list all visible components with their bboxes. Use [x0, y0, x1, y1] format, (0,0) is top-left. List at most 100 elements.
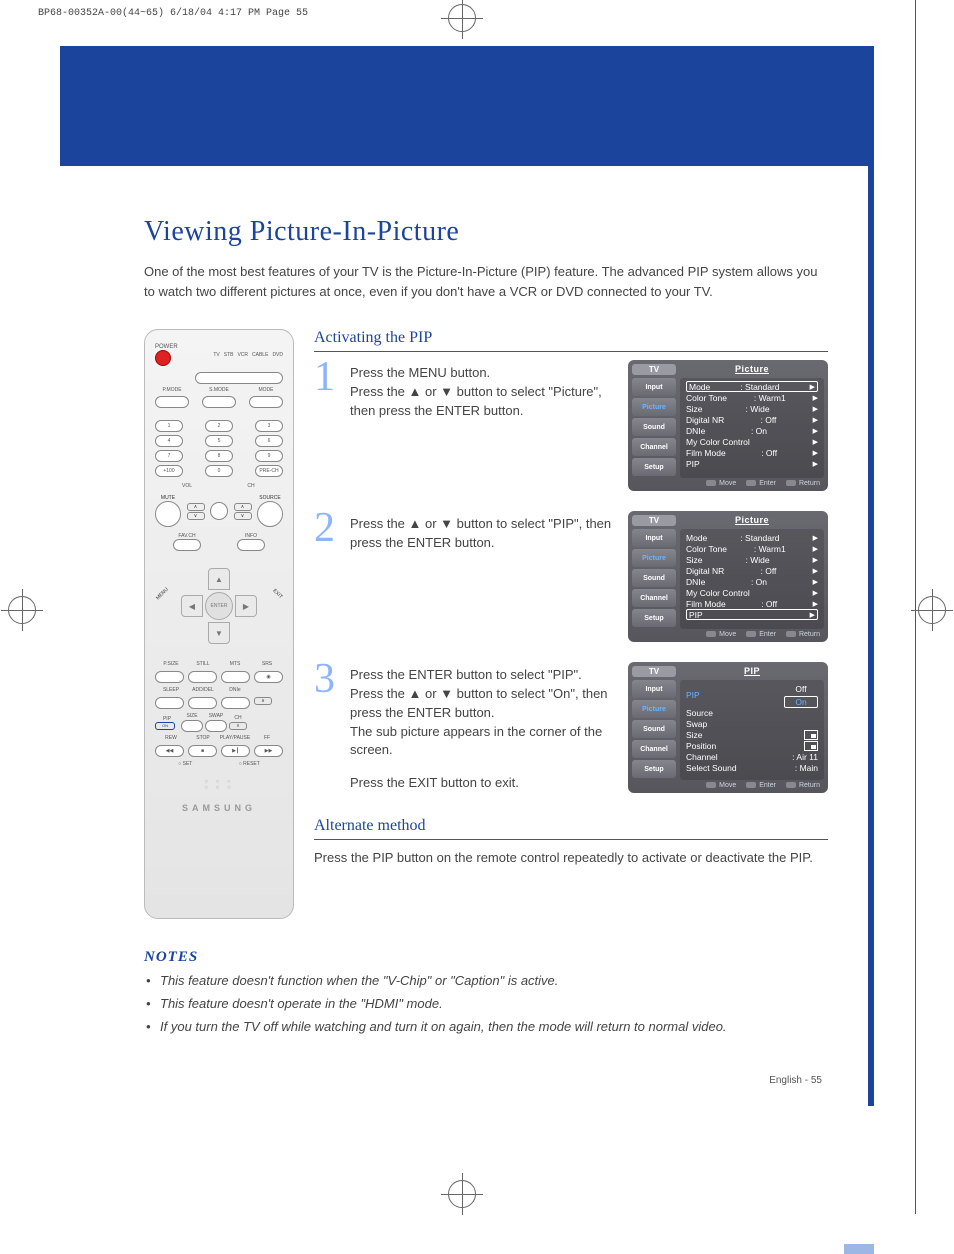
step-2-text: Press the ▲ or ▼ button to select "PIP",…	[350, 511, 620, 553]
dpad-right[interactable]: ▶	[235, 595, 257, 617]
prech-button[interactable]: PRE-CH	[255, 465, 283, 477]
osd-item[interactable]: Channel: Air 11	[686, 751, 818, 762]
pmode-button[interactable]	[155, 396, 189, 408]
pip-on-button[interactable]: ON	[155, 722, 175, 730]
osd-item[interactable]: My Color Control▶	[686, 436, 818, 447]
osd-item[interactable]: DNIe: On▶	[686, 425, 818, 436]
num-0[interactable]: 0	[205, 465, 233, 477]
osd-item[interactable]: Size	[686, 729, 818, 740]
dpad-left[interactable]: ◀	[181, 595, 203, 617]
pip-label: PIP	[155, 716, 179, 722]
pip-size-button[interactable]	[181, 720, 203, 732]
num-5[interactable]: 5	[205, 435, 233, 447]
osd-tab-channel[interactable]: Channel	[632, 589, 676, 607]
notes-block: NOTES This feature doesn't function when…	[144, 949, 828, 1037]
notes-list: This feature doesn't function when the "…	[144, 972, 828, 1037]
osd-tab-input[interactable]: Input	[632, 680, 676, 698]
small-up[interactable]: ∧	[254, 697, 272, 705]
num-9[interactable]: 9	[255, 450, 283, 462]
osd-item[interactable]: Film Mode: Off▶	[686, 447, 818, 458]
osd-item[interactable]: Position	[686, 740, 818, 751]
power-button[interactable]	[155, 350, 171, 366]
osd-item[interactable]: Mode: Standard▶	[686, 532, 818, 543]
remote-dots: ○ ○ ○○ ○ ○	[155, 779, 283, 791]
ch-up[interactable]: ∧	[234, 503, 252, 511]
osd-tab-input[interactable]: Input	[632, 378, 676, 396]
osd-item[interactable]: Size: Wide▶	[686, 554, 818, 565]
osd-tab-setup[interactable]: Setup	[632, 458, 676, 476]
dpad-down[interactable]: ▼	[208, 622, 230, 644]
num-2[interactable]: 2	[205, 420, 233, 432]
osd-item[interactable]: Select Sound: Main	[686, 762, 818, 773]
num-6[interactable]: 6	[255, 435, 283, 447]
osd-item[interactable]: PIP▶	[686, 609, 818, 620]
mts-button[interactable]	[221, 671, 250, 683]
osd-item[interactable]: PIP▶	[686, 458, 818, 469]
dpad-up[interactable]: ▲	[208, 568, 230, 590]
osd-tab-sound[interactable]: Sound	[632, 418, 676, 436]
ok-button[interactable]	[210, 502, 228, 520]
srs-button[interactable]: ◉	[254, 671, 283, 683]
osd-tab-sound[interactable]: Sound	[632, 720, 676, 738]
num-8[interactable]: 8	[205, 450, 233, 462]
info-button[interactable]	[237, 539, 265, 551]
still-button[interactable]	[188, 671, 217, 683]
mode-button[interactable]	[249, 396, 283, 408]
osd-footer-move: Move	[706, 782, 736, 789]
num-7[interactable]: 7	[155, 450, 183, 462]
osd-tab-input[interactable]: Input	[632, 529, 676, 547]
osd-tab-picture[interactable]: Picture	[632, 398, 676, 416]
step-1-number: 1	[314, 360, 342, 396]
dnie-button[interactable]	[221, 697, 250, 709]
osd-tab-setup[interactable]: Setup	[632, 760, 676, 778]
osd-item[interactable]: My Color Control▶	[686, 587, 818, 598]
play-button[interactable]: ▶┃	[221, 745, 250, 757]
device-switch[interactable]	[195, 372, 283, 384]
osd-title: Picture	[680, 364, 824, 375]
sleep-button[interactable]	[155, 697, 184, 709]
source-button[interactable]	[257, 501, 283, 527]
num-plus100[interactable]: +100	[155, 465, 183, 477]
vol-up[interactable]: ∧	[187, 503, 205, 511]
osd-picture-1: TVPicture Input Picture Sound Channel Se…	[628, 360, 828, 491]
vol-down[interactable]: ∨	[187, 512, 205, 520]
osd-tab-picture[interactable]: Picture	[632, 549, 676, 567]
osd-item[interactable]: Film Mode: Off▶	[686, 598, 818, 609]
favch-button[interactable]	[173, 539, 201, 551]
ch-label: CH	[234, 483, 268, 489]
smode-button[interactable]	[202, 396, 236, 408]
stop-button[interactable]: ■	[188, 745, 217, 757]
osd-item[interactable]: Color Tone: Warm1▶	[686, 543, 818, 554]
adddel-button[interactable]	[188, 697, 217, 709]
osd-item[interactable]: Digital NR: Off▶	[686, 414, 818, 425]
num-1[interactable]: 1	[155, 420, 183, 432]
osd-footer-return: Return	[786, 480, 820, 487]
num-3[interactable]: 3	[255, 420, 283, 432]
osd-tab-setup[interactable]: Setup	[632, 609, 676, 627]
osd-tab-channel[interactable]: Channel	[632, 438, 676, 456]
osd-item[interactable]: Swap	[686, 718, 818, 729]
ff-label: FF	[251, 735, 283, 741]
enter-button[interactable]	[205, 592, 233, 620]
osd-item[interactable]: Mode: Standard▶	[686, 381, 818, 392]
osd-tab-sound[interactable]: Sound	[632, 569, 676, 587]
ff-button[interactable]: ▶▶	[254, 745, 283, 757]
osd-tab-picture[interactable]: Picture	[632, 700, 676, 718]
mute-button[interactable]	[155, 501, 181, 527]
osd-item[interactable]: Digital NR: Off▶	[686, 565, 818, 576]
small-down[interactable]: ∨	[229, 722, 247, 730]
osd-item[interactable]: PIPOffOn	[686, 683, 818, 707]
stop-label: STOP	[187, 735, 219, 741]
num-4[interactable]: 4	[155, 435, 183, 447]
smode-label: S.MODE	[202, 387, 236, 393]
rew-button[interactable]: ◀◀	[155, 745, 184, 757]
osd-item[interactable]: Size: Wide▶	[686, 403, 818, 414]
ch-down[interactable]: ∨	[234, 512, 252, 520]
osd-item[interactable]: Color Tone: Warm1▶	[686, 392, 818, 403]
sheet-edge	[915, 0, 916, 1214]
psize-button[interactable]	[155, 671, 184, 683]
osd-tab-channel[interactable]: Channel	[632, 740, 676, 758]
osd-item[interactable]: DNIe: On▶	[686, 576, 818, 587]
osd-item[interactable]: Source	[686, 707, 818, 718]
pip-swap-button[interactable]	[205, 720, 227, 732]
